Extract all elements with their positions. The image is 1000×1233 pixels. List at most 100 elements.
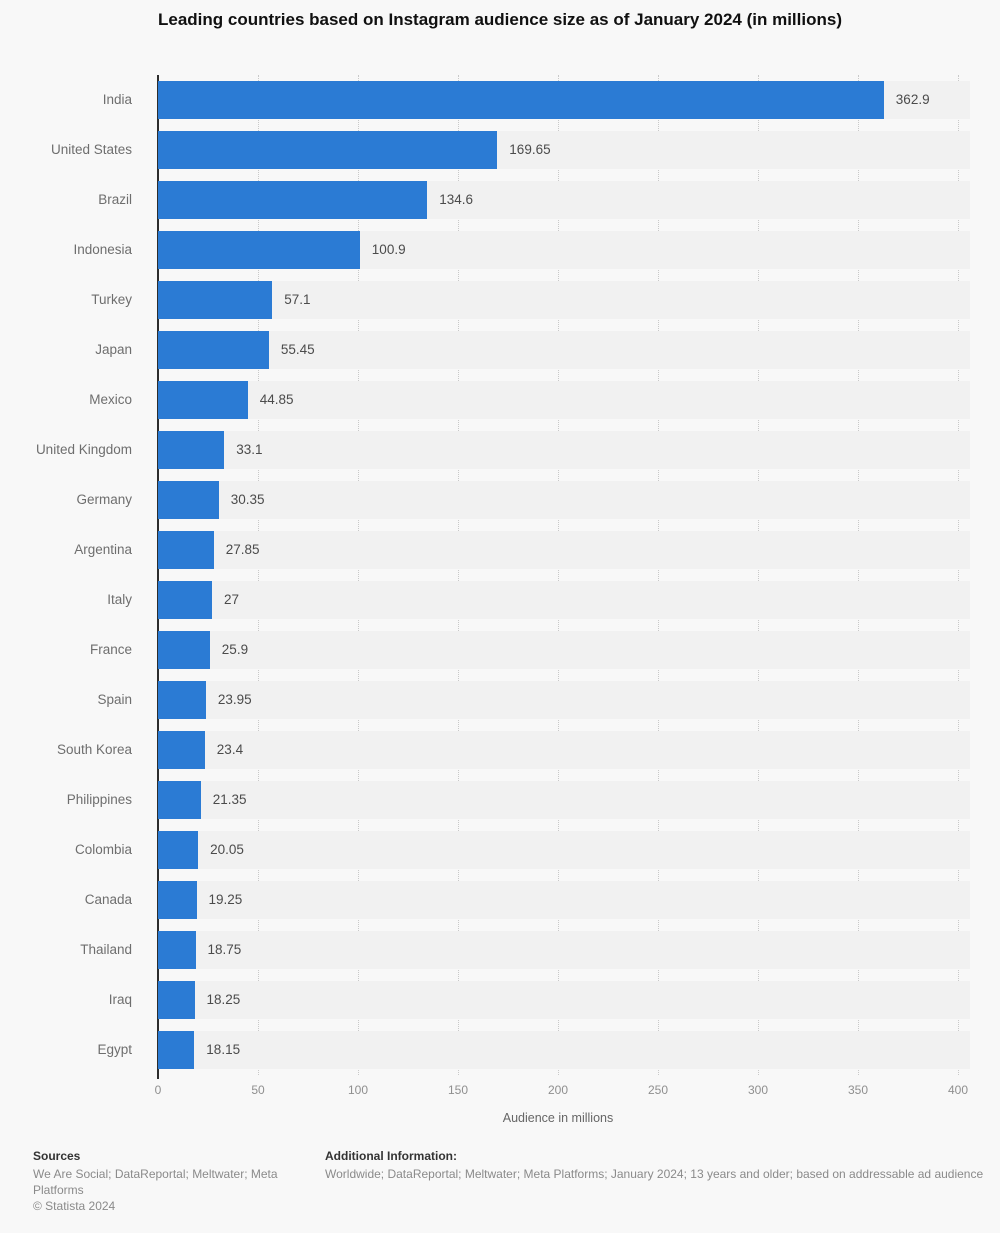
value-label: 25.9 (221, 642, 249, 657)
row-band (158, 381, 970, 419)
category-label: Brazil (98, 192, 132, 207)
gridline (458, 75, 459, 1075)
value-label: 27.85 (225, 542, 260, 557)
row-band (158, 531, 970, 569)
bar (158, 731, 205, 769)
category-label: Canada (84, 892, 132, 907)
bar (158, 231, 360, 269)
copyright-text: © Statista 2024 (33, 1199, 116, 1213)
bar-row: United States 169.65 (0, 125, 1000, 175)
additional-info-label: Additional Information: (325, 1149, 457, 1163)
x-tick-label: 400 (947, 1083, 969, 1097)
row-band (158, 981, 970, 1019)
category-label: Colombia (74, 842, 132, 857)
bar-row: Colombia 20.05 (0, 825, 1000, 875)
value-label: 30.35 (230, 492, 265, 507)
row-band (158, 281, 970, 319)
category-label: Thailand (80, 942, 132, 957)
bar-row: India 362.9 (0, 75, 1000, 125)
value-label: 55.45 (280, 342, 315, 357)
bar-row: France 25.9 (0, 625, 1000, 675)
sources-label: Sources (33, 1149, 81, 1163)
bar-row: Turkey 57.1 (0, 275, 1000, 325)
gridline (558, 75, 559, 1075)
category-label: Spain (97, 692, 132, 707)
value-label: 21.35 (212, 792, 247, 807)
y-axis-line (157, 75, 159, 1079)
value-label: 18.15 (206, 1042, 241, 1057)
row-band (158, 631, 970, 669)
bar (158, 631, 210, 669)
bar-row: Germany 30.35 (0, 475, 1000, 525)
value-label: 33.1 (236, 442, 263, 457)
bar (158, 781, 201, 819)
category-label: United States (50, 142, 132, 157)
bar-row: Italy 27 (0, 575, 1000, 625)
bar-row: Iraq 18.25 (0, 975, 1000, 1025)
bar-row: Philippines 21.35 (0, 775, 1000, 825)
gridline (258, 75, 259, 1075)
bar-row: Argentina 27.85 (0, 525, 1000, 575)
category-label: Germany (76, 492, 132, 507)
value-label: 27 (224, 592, 240, 607)
bar (158, 931, 196, 969)
category-label: Philippines (66, 792, 132, 807)
chart-title: Leading countries based on Instagram aud… (158, 10, 842, 29)
bar (158, 981, 195, 1019)
bar-row: Brazil 134.6 (0, 175, 1000, 225)
value-label: 18.25 (206, 992, 241, 1007)
value-label: 44.85 (259, 392, 294, 407)
footer-sources: Sources We Are Social; DataReportal; Mel… (33, 1148, 315, 1214)
gridline (958, 75, 959, 1075)
bar-row: Egypt 18.15 (0, 1025, 1000, 1075)
bar-row: Japan 55.45 (0, 325, 1000, 375)
bar (158, 181, 428, 219)
x-tick-label: 200 (547, 1083, 569, 1097)
row-band (158, 331, 970, 369)
bar (158, 581, 212, 619)
bar (158, 681, 206, 719)
value-label: 100.9 (371, 242, 406, 257)
row-band (158, 781, 970, 819)
category-label: Italy (107, 592, 132, 607)
x-tick-label: 50 (251, 1083, 265, 1097)
x-tick-label: 100 (347, 1083, 369, 1097)
bar (158, 381, 248, 419)
category-label: South Korea (56, 742, 132, 757)
x-axis-title: Audience in millions (502, 1111, 614, 1125)
sources-text: We Are Social; DataReportal; Meltwater; … (33, 1167, 278, 1197)
bar (158, 331, 269, 369)
bar (158, 531, 214, 569)
value-label: 134.6 (439, 192, 473, 207)
row-band (158, 431, 970, 469)
row-band (158, 831, 970, 869)
x-tick-label: 300 (747, 1083, 769, 1097)
value-label: 19.25 (208, 892, 243, 907)
bar (158, 281, 273, 319)
row-band (158, 581, 970, 619)
plot-area: India 362.9 United States 169.65 Brazil 134.6… (0, 75, 1000, 1125)
category-label: France (89, 642, 132, 657)
gridline (358, 75, 359, 1075)
category-label: Mexico (89, 392, 132, 407)
category-label: Argentina (74, 542, 132, 557)
bar-row: Mexico 44.85 (0, 375, 1000, 425)
category-label: United Kingdom (35, 442, 132, 457)
bar (158, 1031, 195, 1069)
bar-row: United Kingdom 33.1 (0, 425, 1000, 475)
value-label: 18.75 (207, 942, 242, 957)
value-label: 20.05 (210, 842, 244, 857)
category-label: Egypt (97, 1042, 132, 1057)
bar-row: Thailand 18.75 (0, 925, 1000, 975)
value-label: 362.9 (895, 92, 930, 107)
row-band (158, 931, 970, 969)
x-tick-label: 350 (847, 1083, 869, 1097)
value-label: 23.4 (216, 742, 244, 757)
bar (158, 831, 199, 869)
bar (158, 81, 884, 119)
gridline (858, 75, 859, 1075)
row-band (158, 481, 970, 519)
row-band (158, 1031, 970, 1069)
value-label: 23.95 (217, 692, 252, 707)
